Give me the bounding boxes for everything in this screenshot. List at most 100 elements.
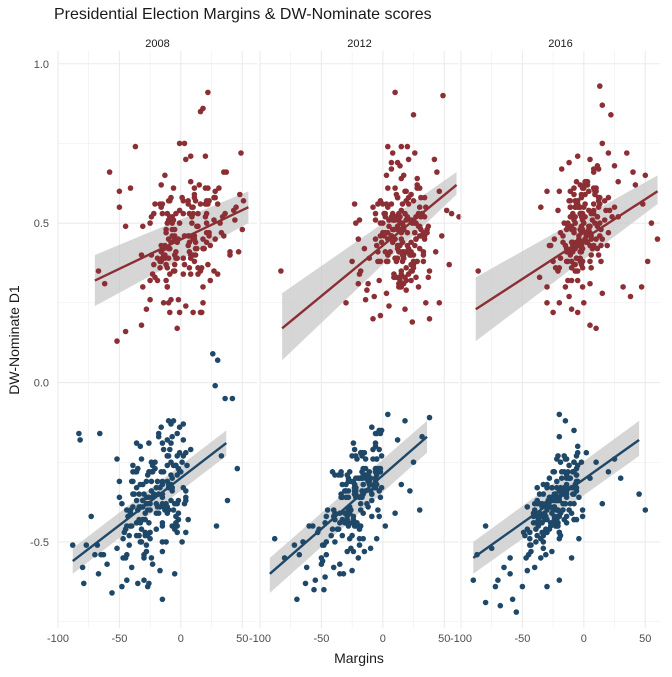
data-point-democrat [168, 421, 174, 427]
data-point-democrat [531, 507, 538, 513]
data-point-democrat [135, 465, 141, 472]
y-tick-label: -0.5 [30, 537, 49, 549]
data-point-republican [372, 217, 379, 223]
y-tick-label: 1.0 [34, 59, 49, 71]
data-point-democrat [540, 481, 547, 488]
data-point-republican [594, 245, 601, 252]
data-point-democrat [124, 523, 130, 529]
data-point-democrat [175, 516, 182, 523]
data-point-republican [127, 185, 134, 191]
data-point-republican [568, 258, 575, 265]
data-point-republican [443, 207, 450, 214]
data-point-democrat [133, 484, 140, 491]
data-point-democrat [338, 494, 344, 501]
data-point-republican [391, 217, 397, 223]
data-point-democrat [180, 421, 187, 427]
data-point-republican [403, 265, 410, 271]
data-point-democrat [213, 523, 220, 529]
data-point-democrat [126, 542, 132, 548]
data-point-democrat [210, 351, 216, 357]
data-point-republican [187, 271, 194, 277]
data-point-democrat [302, 580, 309, 587]
data-point-republican [140, 223, 146, 230]
data-point-republican [385, 143, 391, 150]
data-point-republican [420, 252, 427, 258]
data-point-republican [389, 239, 396, 246]
y-axis: -0.5 0.0 0.5 1.0 [30, 59, 49, 549]
data-point-republican [176, 207, 183, 214]
data-point-republican [372, 210, 379, 217]
data-point-democrat [378, 484, 385, 491]
data-point-republican [386, 223, 392, 230]
data-point-democrat [119, 583, 125, 590]
data-point-democrat [507, 555, 513, 561]
data-point-democrat [164, 453, 171, 459]
data-point-democrat [147, 507, 153, 513]
data-point-republican [376, 277, 383, 284]
data-point-democrat [482, 599, 489, 606]
data-point-republican [594, 214, 601, 220]
data-point-democrat [593, 459, 599, 466]
data-point-democrat [372, 430, 379, 437]
data-point-democrat [561, 516, 567, 523]
data-point-republican [408, 277, 414, 284]
data-point-democrat [546, 475, 553, 482]
data-point-republican [214, 271, 221, 277]
data-point-republican [587, 280, 593, 287]
data-point-democrat [212, 382, 218, 389]
x-tick-label: -100 [249, 633, 271, 645]
data-point-republican [446, 261, 453, 268]
data-point-democrat [561, 453, 567, 459]
data-point-democrat [146, 520, 152, 526]
data-point-democrat [354, 456, 360, 462]
data-point-democrat [524, 567, 531, 574]
data-point-republican [186, 249, 193, 255]
data-point-republican [409, 319, 416, 325]
data-point-republican [223, 169, 230, 175]
data-point-democrat [367, 545, 374, 552]
fit-line-democrat [472, 438, 640, 559]
data-point-republican [426, 268, 433, 274]
data-point-republican [183, 303, 189, 309]
data-point-democrat [385, 411, 391, 418]
data-point-republican [377, 312, 384, 319]
data-point-democrat [163, 539, 169, 545]
data-point-republican [431, 156, 438, 163]
data-point-democrat [109, 590, 115, 596]
data-point-republican [377, 220, 384, 226]
data-point-republican [597, 220, 603, 226]
data-point-republican [203, 229, 210, 236]
data-point-republican [568, 306, 575, 313]
data-point-republican [536, 274, 543, 281]
data-point-republican [391, 271, 397, 277]
data-point-republican [230, 207, 237, 214]
data-point-democrat [143, 542, 150, 548]
data-point-democrat [551, 513, 558, 520]
data-point-democrat [294, 596, 300, 603]
data-point-republican [586, 188, 592, 195]
data-point-democrat [159, 440, 166, 446]
data-point-republican [180, 255, 187, 261]
data-point-democrat [372, 443, 379, 450]
data-point-republican [440, 92, 446, 99]
data-point-democrat [330, 507, 337, 513]
data-point-democrat [92, 551, 98, 558]
data-point-republican [439, 233, 445, 239]
data-point-republican [163, 277, 169, 284]
data-point-democrat [181, 500, 188, 507]
data-point-democrat [337, 571, 343, 577]
data-point-democrat [538, 555, 544, 561]
data-point-republican [410, 265, 417, 271]
x-tick-label: -50 [514, 633, 530, 645]
data-point-democrat [311, 586, 317, 593]
data-point-democrat [568, 555, 575, 561]
data-point-republican [403, 188, 410, 195]
data-point-republican [552, 265, 559, 271]
data-point-democrat [351, 446, 358, 453]
data-point-democrat [376, 427, 383, 434]
data-point-republican [394, 159, 401, 166]
data-point-republican [377, 258, 384, 265]
data-point-democrat [574, 443, 581, 450]
data-point-republican [152, 201, 158, 207]
data-point-democrat [533, 526, 539, 532]
